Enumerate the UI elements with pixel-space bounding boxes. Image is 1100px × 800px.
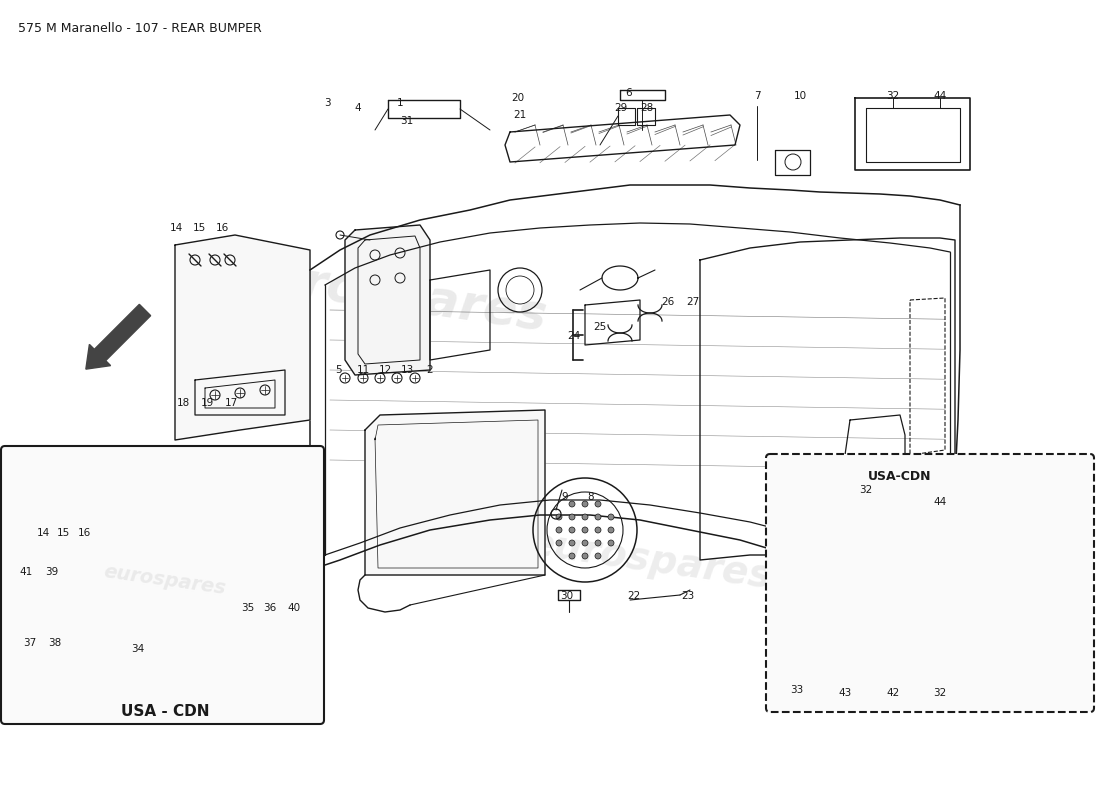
Text: 36: 36 [263, 603, 276, 613]
Text: 16: 16 [216, 223, 229, 233]
Polygon shape [365, 410, 544, 575]
Polygon shape [175, 235, 310, 440]
Text: 19: 19 [200, 398, 213, 408]
Text: 33: 33 [791, 685, 804, 695]
Text: 29: 29 [615, 103, 628, 113]
Text: 15: 15 [192, 223, 206, 233]
Text: 20: 20 [512, 93, 525, 103]
FancyArrow shape [86, 304, 151, 369]
Text: 14: 14 [36, 528, 50, 538]
Text: 24: 24 [568, 331, 581, 341]
Text: 13: 13 [400, 365, 414, 375]
Text: 28: 28 [640, 103, 653, 113]
Circle shape [595, 501, 601, 507]
Text: 5: 5 [336, 365, 342, 375]
Circle shape [556, 527, 562, 533]
Text: 7: 7 [754, 91, 760, 101]
Text: 12: 12 [378, 365, 392, 375]
Circle shape [569, 514, 575, 520]
FancyBboxPatch shape [766, 454, 1094, 712]
FancyBboxPatch shape [1, 446, 324, 724]
Text: 4: 4 [354, 103, 361, 113]
Text: 1: 1 [397, 98, 404, 108]
Text: 39: 39 [45, 567, 58, 577]
Text: USA-CDN: USA-CDN [868, 470, 932, 483]
Polygon shape [345, 225, 430, 375]
Text: 41: 41 [20, 567, 33, 577]
Text: 44: 44 [934, 91, 947, 101]
Text: eurospares: eurospares [526, 524, 774, 596]
Circle shape [582, 540, 588, 546]
Circle shape [582, 501, 588, 507]
Text: 16: 16 [77, 528, 90, 538]
Circle shape [569, 540, 575, 546]
Circle shape [582, 527, 588, 533]
Text: 44: 44 [934, 497, 947, 507]
Text: 31: 31 [400, 116, 414, 126]
Text: eurospares: eurospares [102, 562, 228, 598]
Text: 32: 32 [859, 485, 872, 495]
Text: 15: 15 [56, 528, 69, 538]
Circle shape [595, 527, 601, 533]
Text: 3: 3 [323, 98, 330, 108]
Text: 30: 30 [560, 591, 573, 601]
Text: 9: 9 [562, 492, 569, 502]
Text: 11: 11 [356, 365, 370, 375]
Text: 2: 2 [427, 365, 433, 375]
Text: 27: 27 [686, 297, 700, 307]
Text: 42: 42 [887, 688, 900, 698]
Text: eurospares: eurospares [230, 250, 550, 341]
Text: 575 M Maranello - 107 - REAR BUMPER: 575 M Maranello - 107 - REAR BUMPER [18, 22, 262, 35]
Circle shape [569, 501, 575, 507]
Text: 32: 32 [934, 688, 947, 698]
Text: 32: 32 [887, 91, 900, 101]
Circle shape [595, 540, 601, 546]
Text: 22: 22 [627, 591, 640, 601]
Circle shape [608, 540, 614, 546]
Circle shape [608, 514, 614, 520]
Circle shape [595, 514, 601, 520]
Text: 37: 37 [23, 638, 36, 648]
Circle shape [556, 514, 562, 520]
Text: 14: 14 [169, 223, 183, 233]
Circle shape [608, 527, 614, 533]
Circle shape [569, 527, 575, 533]
Text: 21: 21 [514, 110, 527, 120]
Text: 17: 17 [224, 398, 238, 408]
Text: 35: 35 [241, 603, 254, 613]
Circle shape [569, 553, 575, 559]
Text: 6: 6 [626, 88, 632, 98]
Text: 43: 43 [838, 688, 851, 698]
Text: 34: 34 [131, 644, 144, 654]
Text: 38: 38 [48, 638, 62, 648]
Circle shape [582, 553, 588, 559]
Text: 40: 40 [287, 603, 300, 613]
Text: 8: 8 [587, 492, 594, 502]
Text: 23: 23 [681, 591, 694, 601]
Circle shape [595, 553, 601, 559]
Text: USA - CDN: USA - CDN [121, 705, 209, 719]
Circle shape [582, 514, 588, 520]
Text: 26: 26 [661, 297, 674, 307]
Text: 10: 10 [793, 91, 806, 101]
Text: 18: 18 [176, 398, 189, 408]
Text: 25: 25 [593, 322, 606, 332]
Circle shape [556, 540, 562, 546]
